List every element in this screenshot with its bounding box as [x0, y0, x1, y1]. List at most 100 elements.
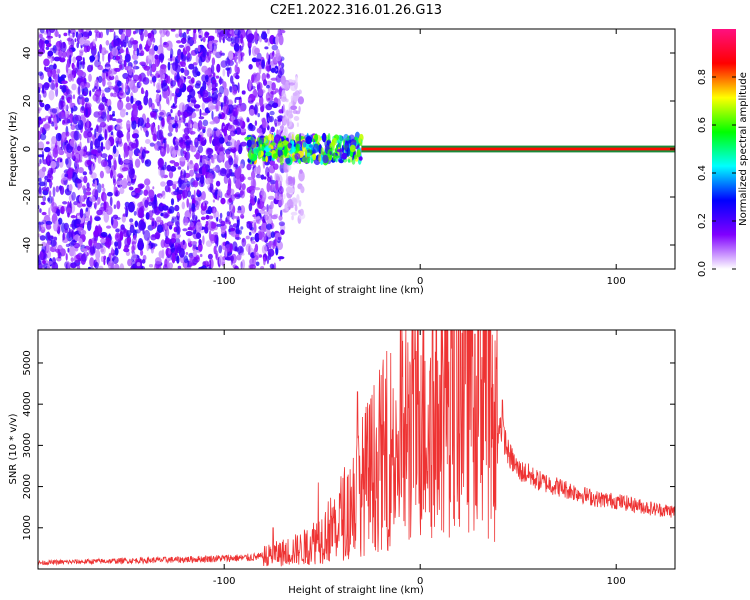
heat-cell: [68, 184, 73, 192]
heat-cell: [51, 108, 58, 114]
heat-cell: [270, 231, 275, 239]
heat-cell: [274, 122, 277, 127]
heat-cell: [65, 63, 69, 74]
heat-cell: [149, 215, 153, 220]
heat-cell: [269, 142, 276, 146]
heat-cell: [115, 228, 120, 233]
heat-cell: [61, 80, 68, 84]
heat-cell: [348, 134, 355, 142]
heat-cell: [100, 89, 105, 94]
heat-cell: [254, 195, 257, 203]
heat-cell: [100, 248, 104, 253]
heat-cell: [43, 58, 50, 67]
heat-cell: [332, 137, 337, 146]
heat-cell: [211, 57, 216, 66]
heat-cell: [50, 239, 57, 247]
heat-cell: [38, 162, 41, 167]
heat-cell: [105, 40, 110, 46]
heat-cell: [247, 176, 253, 181]
heat-cell: [183, 255, 188, 264]
heat-cell: [139, 184, 144, 190]
heat-cell: [216, 63, 221, 73]
heat-cell: [115, 137, 119, 144]
heat-cell: [53, 63, 57, 70]
heat-cell: [194, 47, 199, 55]
heat-cell: [151, 75, 157, 83]
heat-cell: [58, 133, 62, 141]
heat-cell: [131, 237, 138, 245]
heat-cell: [157, 157, 164, 168]
heat-cell: [184, 103, 190, 112]
heat-cell: [270, 126, 275, 133]
heat-cell: [64, 173, 68, 178]
heat-cell: [220, 197, 226, 205]
heat-cell: [312, 153, 317, 161]
heat-cell: [143, 229, 151, 241]
heat-cell: [42, 260, 46, 264]
heat-cell: [130, 95, 134, 104]
heat-cell: [160, 169, 165, 179]
heat-cell: [288, 176, 295, 186]
heat-cell: [187, 161, 194, 169]
heat-cell: [259, 194, 263, 200]
heat-cell: [70, 107, 74, 114]
heat-cell: [85, 191, 92, 196]
heat-cell: [215, 75, 220, 79]
heat-cell: [170, 109, 173, 114]
colorbar-ticks: 0.0 0.2 0.4 0.6 0.8: [697, 69, 736, 277]
heat-cell: [148, 264, 154, 268]
heat-cell: [234, 29, 241, 36]
y-tick-label: 3000: [22, 433, 33, 458]
heat-cell: [56, 208, 60, 217]
heat-cell: [282, 140, 288, 146]
heat-cell: [175, 137, 178, 145]
heat-cell: [59, 185, 65, 195]
heat-cell: [66, 151, 72, 159]
heat-cell: [114, 216, 121, 220]
heat-cell: [292, 199, 297, 203]
heat-cell: [213, 136, 220, 145]
heat-cell: [39, 251, 44, 261]
heat-cell: [225, 57, 231, 67]
heat-cell: [177, 225, 181, 235]
heat-cell: [118, 29, 123, 35]
heat-cell: [134, 187, 141, 193]
heat-cell: [223, 126, 227, 137]
heat-cell: [265, 92, 271, 102]
heat-cell: [156, 82, 162, 91]
heat-cell: [292, 146, 296, 153]
heat-cell: [91, 172, 97, 180]
heat-cell: [202, 52, 205, 57]
heat-cell: [192, 250, 197, 257]
heat-cell: [225, 255, 233, 261]
heat-cell: [182, 150, 187, 155]
heat-cell: [219, 212, 223, 219]
heat-cell: [137, 117, 144, 126]
heat-cell: [260, 266, 265, 269]
heat-cell: [60, 41, 67, 53]
heat-cell: [283, 162, 288, 173]
heat-cell: [202, 80, 207, 92]
heat-cell: [277, 236, 282, 241]
heat-cell: [188, 63, 195, 70]
heat-cell: [185, 135, 190, 140]
heat-cell: [278, 215, 283, 221]
heat-cell: [191, 36, 195, 41]
heat-cell: [158, 111, 165, 116]
heat-cell: [218, 78, 224, 84]
heat-cell: [150, 248, 154, 254]
heat-cell: [290, 95, 294, 101]
heat-cell: [96, 118, 104, 123]
colorbar-tick-label: 0.4: [697, 165, 708, 181]
heat-cell: [193, 104, 201, 109]
heat-cell: [154, 220, 157, 228]
heat-cell: [356, 149, 361, 158]
heat-cell: [232, 119, 239, 126]
heat-cell: [83, 40, 91, 46]
heat-cell: [178, 44, 185, 48]
heat-cell: [128, 79, 135, 90]
heat-cell: [248, 97, 252, 102]
y-tick-label: 4000: [22, 391, 33, 416]
heat-cell: [86, 182, 90, 189]
